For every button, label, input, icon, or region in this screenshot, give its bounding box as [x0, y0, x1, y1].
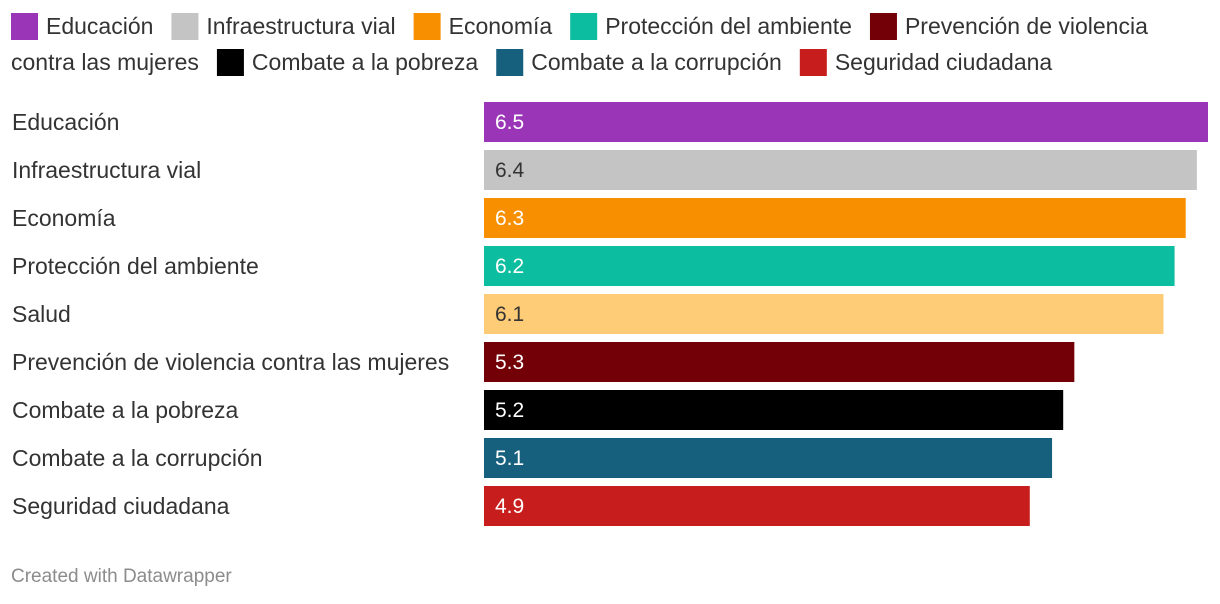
bar	[484, 102, 1208, 142]
value-label: 6.5	[495, 111, 524, 134]
bar	[484, 390, 1064, 430]
category-label: Salud	[12, 301, 71, 327]
legend-label-5: Combate a la pobreza	[252, 49, 479, 75]
legend: Educación Infraestructura vial Economía Pro…	[11, 13, 1148, 76]
category-labels: Educación Infraestructura vial Economía Pro…	[12, 109, 449, 519]
category-label: Educación	[12, 109, 119, 135]
legend-label-2: Economía	[449, 13, 553, 39]
category-label: Prevención de violencia contra las mujer…	[12, 349, 449, 375]
bar	[484, 438, 1053, 478]
legend-label-1: Infraestructura vial	[206, 13, 395, 39]
bar-chart: Educación Infraestructura vial Economía Pro…	[11, 13, 1208, 526]
category-label: Combate a la corrupción	[12, 445, 263, 471]
value-labels: 6.5 6.4 6.3 6.2 6.1 5.3 5.2 5.1 4.9	[495, 111, 525, 518]
value-label: 6.1	[495, 303, 524, 326]
value-label: 5.1	[495, 447, 524, 470]
bar	[484, 246, 1175, 286]
value-label: 6.3	[495, 207, 524, 230]
value-label: 5.3	[495, 351, 524, 374]
legend-label-4: contra las mujeres	[11, 49, 199, 75]
legend-swatch-1	[171, 13, 199, 40]
category-label: Protección del ambiente	[12, 253, 259, 279]
bars	[484, 102, 1208, 526]
legend-swatch-4	[869, 13, 897, 40]
legend-label-6: Combate a la corrupción	[531, 49, 782, 75]
category-label: Economía	[12, 205, 116, 231]
legend-swatch-3	[570, 13, 598, 40]
value-label: 6.2	[495, 255, 524, 278]
legend-swatch-7	[799, 49, 827, 76]
bar	[484, 198, 1186, 238]
bar	[484, 342, 1075, 382]
legend-label-3: Protección del ambiente	[605, 13, 852, 39]
legend-swatch-2	[413, 13, 441, 40]
category-label: Combate a la pobreza	[12, 397, 239, 423]
category-label: Infraestructura vial	[12, 157, 201, 183]
category-label: Seguridad ciudadana	[12, 493, 230, 519]
legend-label-7: Seguridad ciudadana	[835, 49, 1053, 75]
bar	[484, 486, 1030, 526]
datawrapper-credit: Created with Datawrapper	[11, 566, 232, 587]
bar	[484, 294, 1164, 334]
legend-swatch-6	[496, 49, 524, 76]
legend-label-4: Prevención de violencia	[905, 13, 1148, 39]
value-label: 4.9	[495, 495, 524, 518]
bar	[484, 150, 1197, 190]
value-label: 6.4	[495, 159, 525, 182]
legend-label-0: Educación	[46, 13, 153, 39]
legend-swatch-5	[216, 49, 244, 76]
legend-swatch-0	[11, 13, 38, 40]
value-label: 5.2	[495, 399, 524, 422]
